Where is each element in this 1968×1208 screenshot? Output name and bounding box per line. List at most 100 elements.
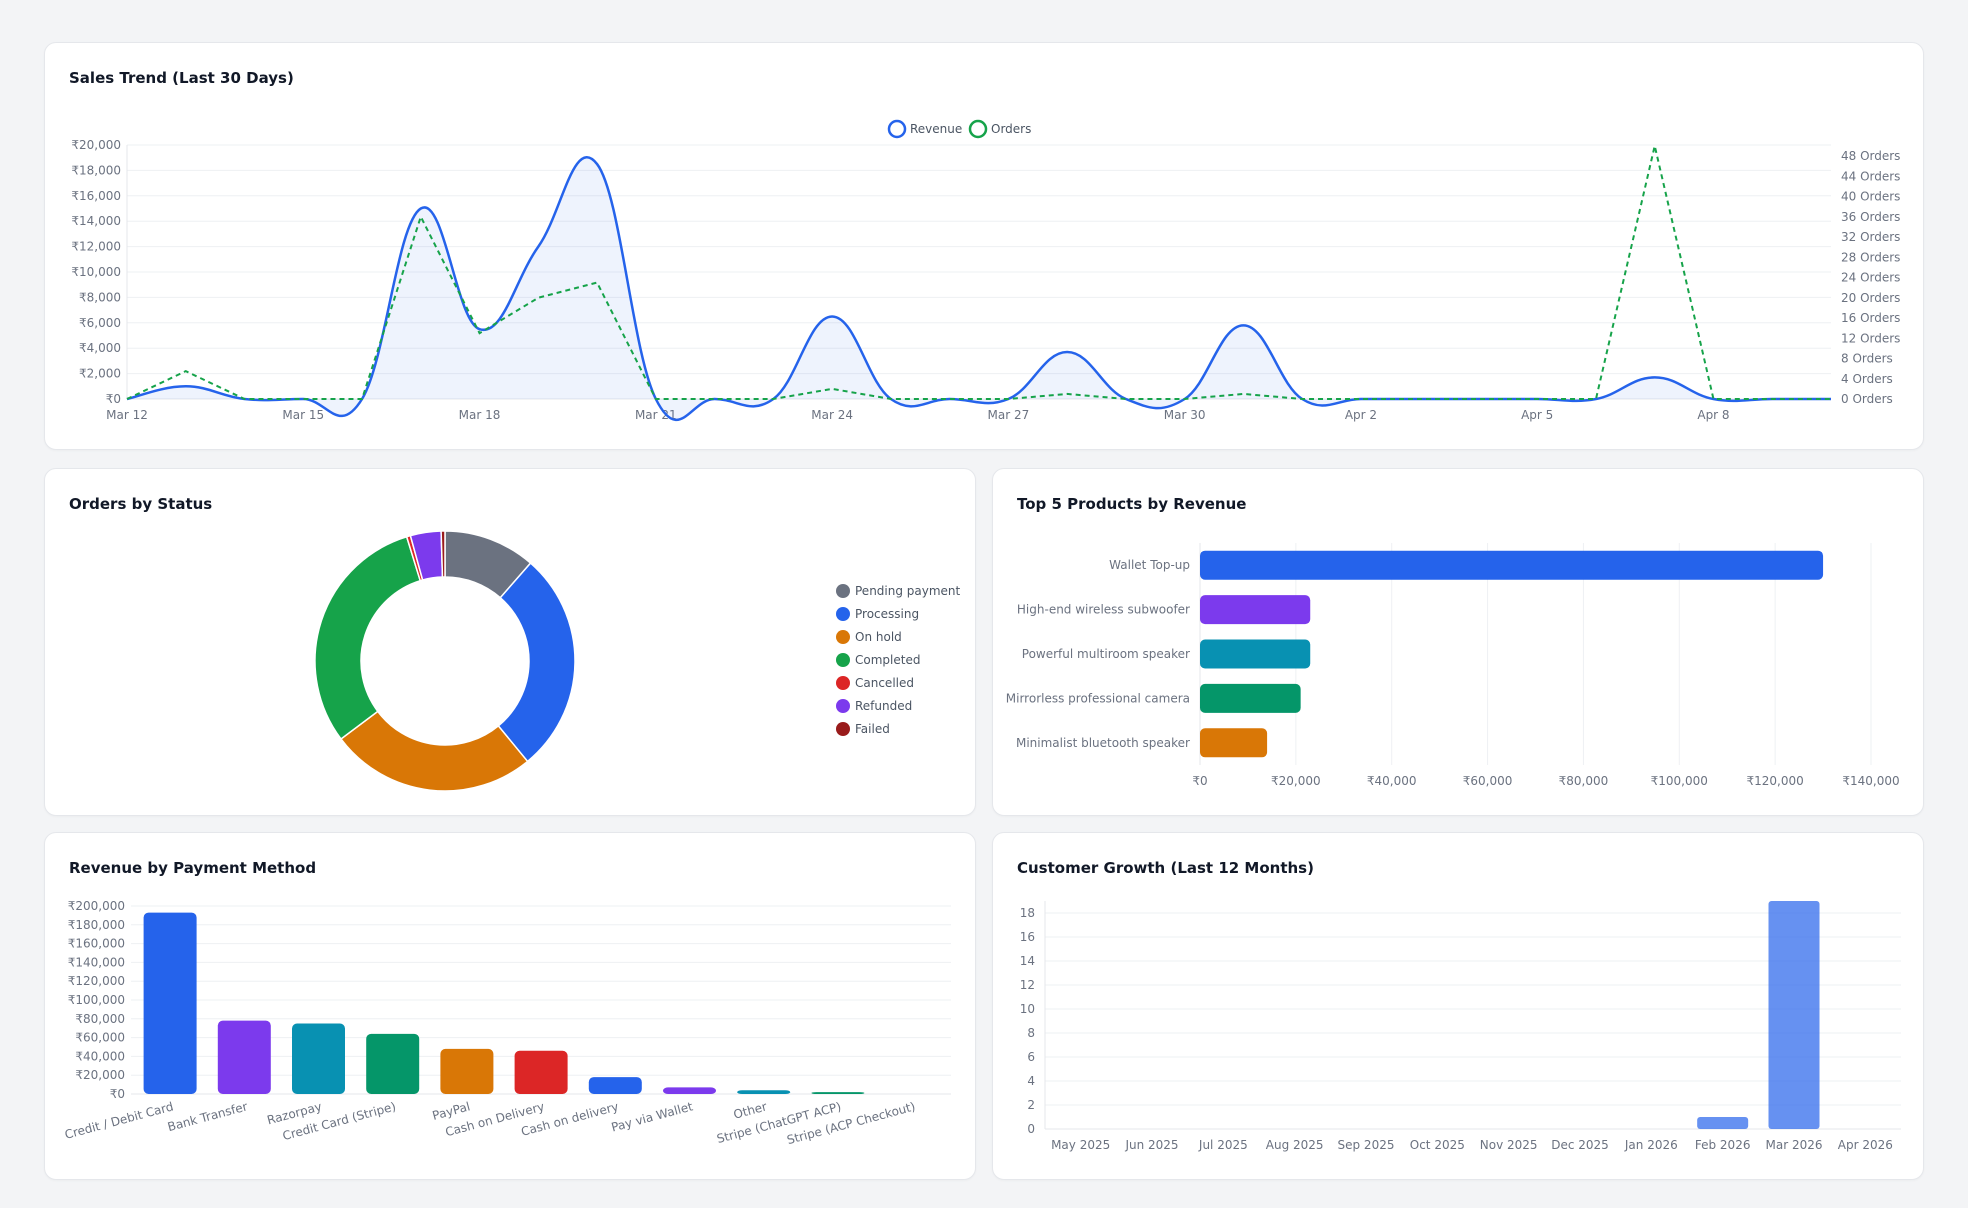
status-legend-label: Pending payment	[855, 584, 961, 598]
payment-bar	[143, 912, 197, 1094]
y-right-tick-label: 20 Orders	[1841, 291, 1900, 305]
orders-by-status-title: Orders by Status	[69, 495, 213, 513]
product-bar	[1200, 639, 1311, 669]
y-tick-label: 18	[1020, 906, 1035, 920]
payment-bar	[440, 1048, 494, 1094]
status-legend-label: On hold	[855, 630, 902, 644]
month-label: Feb 2026	[1695, 1138, 1751, 1152]
payment-bar	[737, 1090, 791, 1094]
y-left-tick-label: ₹12,000	[71, 240, 121, 254]
month-label: Sep 2025	[1338, 1138, 1395, 1152]
x-tick-label: ₹100,000	[1651, 774, 1708, 788]
payment-label: Stripe (ACP Checkout)	[785, 1099, 916, 1147]
y-right-tick-label: 12 Orders	[1841, 331, 1900, 345]
status-slice	[314, 535, 422, 741]
y-tick-label: ₹0	[110, 1087, 125, 1101]
x-tick-label: Mar 21	[635, 408, 677, 422]
status-legend-swatch	[836, 630, 850, 644]
y-tick-label: 10	[1020, 1002, 1035, 1016]
status-legend-swatch	[836, 607, 850, 621]
x-tick-label: Mar 18	[459, 408, 501, 422]
y-right-tick-label: 0 Orders	[1841, 392, 1893, 406]
x-tick-label: Apr 8	[1697, 408, 1729, 422]
y-right-tick-label: 4 Orders	[1841, 372, 1893, 386]
y-tick-label: ₹80,000	[75, 1012, 125, 1026]
y-right-tick-label: 44 Orders	[1841, 169, 1900, 183]
product-label: Mirrorless professional camera	[1006, 691, 1190, 705]
product-bar	[1200, 595, 1311, 625]
status-slice	[497, 562, 576, 763]
x-tick-label: Mar 24	[811, 408, 853, 422]
status-legend-label: Refunded	[855, 699, 912, 713]
y-tick-label: 8	[1027, 1026, 1035, 1040]
legend-revenue-label: Revenue	[910, 122, 962, 136]
customer-growth-chart: 0 2 4 6 8 10 12 14 16 18 May 2025 Jun 2025 Jul 2025 A…	[1020, 901, 1901, 1152]
y-left-tick-label: ₹8,000	[79, 290, 121, 304]
y-tick-label: ₹140,000	[68, 955, 125, 969]
x-tick-label: ₹40,000	[1367, 774, 1417, 788]
x-tick-label: ₹60,000	[1463, 774, 1513, 788]
y-left-tick-label: ₹18,000	[71, 163, 121, 177]
top-products-card: Top 5 Products by Revenue ₹0 ₹20,000 ₹40,0…	[992, 468, 1924, 816]
month-label: Mar 2026	[1766, 1138, 1823, 1152]
top-products-title: Top 5 Products by Revenue	[1017, 495, 1247, 513]
x-tick-label: Mar 27	[988, 408, 1030, 422]
month-label: Jan 2026	[1624, 1138, 1678, 1152]
month-label: Jul 2025	[1198, 1138, 1248, 1152]
month-label: Nov 2025	[1480, 1138, 1538, 1152]
y-right-tick-label: 16 Orders	[1841, 311, 1900, 325]
y-tick-label: ₹100,000	[68, 993, 125, 1007]
payment-bar	[811, 1092, 865, 1094]
y-left-tick-label: ₹0	[106, 392, 121, 406]
payment-methods-card: Revenue by Payment Method ₹0 ₹20,000 ₹40,0…	[44, 832, 976, 1180]
status-slice	[339, 710, 529, 792]
y-tick-label: ₹60,000	[75, 1031, 125, 1045]
y-left-tick-label: ₹16,000	[71, 189, 121, 203]
sales-legend: Revenue Orders	[887, 119, 1031, 139]
y-tick-label: ₹180,000	[68, 918, 125, 932]
month-label: Oct 2025	[1410, 1138, 1465, 1152]
product-label: Wallet Top-up	[1109, 558, 1190, 572]
status-legend-label: Completed	[855, 653, 920, 667]
y-right-tick-label: 36 Orders	[1841, 210, 1900, 224]
payment-label: Bank Transfer	[166, 1099, 249, 1134]
payment-bar	[366, 1033, 420, 1094]
status-legend-swatch	[836, 699, 850, 713]
x-tick-label: Apr 2	[1345, 408, 1377, 422]
status-legend-swatch	[836, 584, 850, 598]
y-tick-label: ₹40,000	[75, 1049, 125, 1063]
x-tick-label: ₹140,000	[1842, 774, 1899, 788]
x-tick-label: ₹120,000	[1747, 774, 1804, 788]
status-legend-label: Failed	[855, 722, 890, 736]
y-tick-label: 4	[1027, 1074, 1035, 1088]
status-legend-swatch	[836, 722, 850, 736]
status-legend-label: Cancelled	[855, 676, 914, 690]
payment-bar	[292, 1023, 345, 1094]
status-legend-swatch	[836, 676, 850, 690]
x-tick-label: Mar 15	[282, 408, 324, 422]
product-label: Powerful multiroom speaker	[1022, 647, 1190, 661]
payment-bar	[663, 1087, 716, 1094]
payment-bar	[588, 1077, 642, 1094]
status-legend-swatch	[836, 653, 850, 667]
orders-by-status-chart: Pending payment Processing On hold Complete…	[314, 530, 961, 792]
customer-growth-card: Customer Growth (Last 12 Months) 0 2 4 6 8 10…	[992, 832, 1924, 1180]
growth-bar	[1768, 901, 1820, 1129]
y-left-tick-label: ₹6,000	[79, 316, 121, 330]
payment-bar	[514, 1050, 568, 1094]
month-label: Dec 2025	[1551, 1138, 1609, 1152]
product-bar	[1200, 550, 1824, 580]
month-label: Apr 2026	[1838, 1138, 1893, 1152]
y-tick-label: 6	[1027, 1050, 1035, 1064]
payment-label: Other	[732, 1099, 769, 1121]
month-label: May 2025	[1051, 1138, 1110, 1152]
x-tick-label: ₹20,000	[1271, 774, 1321, 788]
x-tick-label: ₹0	[1192, 774, 1207, 788]
orders-series-line	[126, 145, 1831, 400]
sales-trend-title: Sales Trend (Last 30 Days)	[69, 69, 294, 87]
x-tick-label: Mar 12	[106, 408, 148, 422]
y-tick-label: 0	[1027, 1122, 1035, 1136]
y-left-tick-label: ₹14,000	[71, 214, 121, 228]
x-tick-label: Apr 5	[1521, 408, 1553, 422]
x-tick-label: Mar 30	[1164, 408, 1206, 422]
